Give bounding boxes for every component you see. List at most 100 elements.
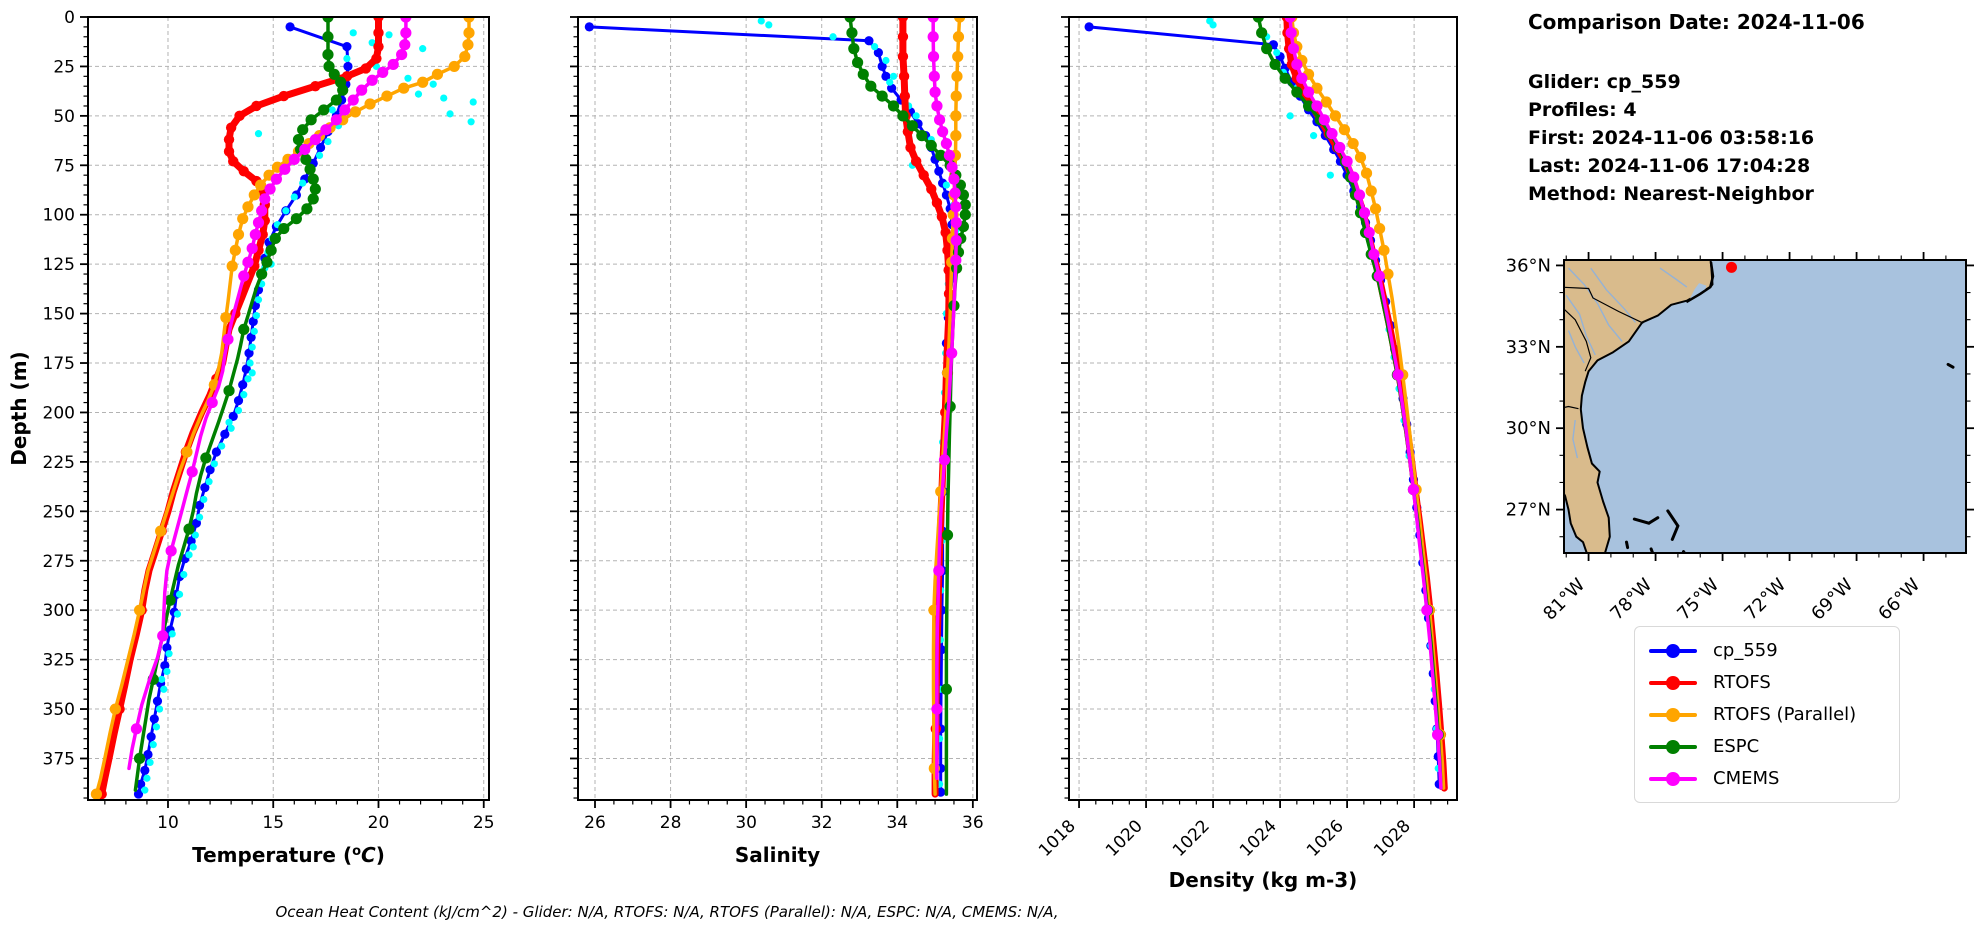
- svg-text:225: 225: [43, 453, 75, 473]
- first-profile-time: First: 2024-11-06 03:58:16: [1528, 127, 1815, 149]
- legend-label: RTOFS (Parallel): [1713, 704, 1857, 725]
- legend-label: CMEMS: [1713, 768, 1780, 789]
- svg-text:200: 200: [43, 403, 75, 423]
- map-lon-label: 78°W: [1606, 574, 1656, 624]
- svg-text:375: 375: [43, 749, 75, 769]
- info-block: Comparison Date: 2024-11-06 Glider: cp_5…: [1528, 10, 1865, 208]
- island: [1666, 509, 1680, 541]
- method: Method: Nearest-Neighbor: [1528, 183, 1814, 205]
- series-espc: [133, 17, 349, 792]
- depth-ticks: 0 25 50 75 100 125 150 175 200 225 250 275 300 325 350…: [43, 8, 88, 799]
- island: [1682, 550, 1687, 553]
- legend-label: ESPC: [1713, 736, 1760, 757]
- legend: cp_559 RTOFS RTOFS (Parallel) ESPC CMEMS: [1634, 626, 1900, 803]
- last-profile-time: Last: 2024-11-06 17:04:28: [1528, 155, 1811, 177]
- x-axis: 1018 1020 1022 1024 1026 1028: [1035, 800, 1449, 861]
- svg-text:34: 34: [886, 813, 908, 833]
- depth-axis-label: Depth (m): [7, 351, 31, 465]
- map-lat-label: 33°N: [1506, 337, 1551, 358]
- depth-ticks: [570, 16, 578, 799]
- legend-line-marker-icon: [1649, 707, 1697, 722]
- island: [1946, 362, 1955, 369]
- svg-text:1024: 1024: [1236, 816, 1281, 861]
- legend-item-cmems: CMEMS: [1635, 768, 1899, 789]
- profile-count: Profiles: 4: [1528, 99, 1637, 121]
- svg-text:30: 30: [735, 813, 757, 833]
- svg-text:25: 25: [473, 813, 495, 833]
- svg-text:175: 175: [43, 354, 75, 374]
- density-plot: 1018 1020 1022 1024 1026 1028 Density (kg m-3): [1035, 16, 1458, 892]
- legend-line-marker-icon: [1649, 739, 1697, 754]
- map-lon-label: 66°W: [1874, 574, 1924, 624]
- state-border: [1564, 286, 1644, 324]
- map-lat-label: 36°N: [1506, 255, 1551, 276]
- river: [1565, 294, 1596, 356]
- glider-position-marker: [1726, 261, 1737, 273]
- svg-text:1022: 1022: [1169, 816, 1214, 861]
- svg-text:150: 150: [43, 305, 75, 325]
- legend-line-marker-icon: [1649, 771, 1697, 786]
- depth-ticks: [1061, 16, 1069, 799]
- ocean-heat-content-note: Ocean Heat Content (kJ/cm^2) - Glider: N…: [275, 903, 1059, 921]
- series-cmems: [127, 17, 412, 771]
- legend-item-espc: ESPC: [1635, 736, 1899, 757]
- x-axis-label: Temperature (oC): [192, 843, 385, 867]
- svg-text:15: 15: [262, 813, 284, 833]
- svg-text:20: 20: [368, 813, 390, 833]
- map-lon-label: 72°W: [1740, 574, 1790, 624]
- series-cmems: [1284, 17, 1444, 790]
- svg-text:125: 125: [43, 255, 75, 275]
- svg-text:36: 36: [962, 813, 984, 833]
- legend-label: RTOFS: [1713, 672, 1771, 693]
- state-border: [1564, 308, 1592, 372]
- river: [1659, 267, 1688, 288]
- legend-item-rtofs: RTOFS: [1635, 672, 1899, 693]
- x-axis-label: Density (kg m-3): [1169, 868, 1358, 892]
- gridlines: [1069, 17, 1457, 800]
- svg-text:28: 28: [660, 813, 682, 833]
- temperature-plot: 10 15 20 2502550751001251501752002252502753…: [43, 8, 495, 867]
- legend-line-marker-icon: [1649, 675, 1697, 690]
- svg-text:1028: 1028: [1370, 816, 1415, 861]
- state-border: [1564, 405, 1579, 410]
- map-lon-label: 81°W: [1539, 574, 1589, 624]
- svg-text:75: 75: [53, 156, 75, 176]
- river: [1567, 330, 1585, 364]
- location-map: 36°N 33°N 30°N 27°N 81°W 78°W 75°W 72°W 69°W 66°W: [1506, 252, 1974, 625]
- river: [1590, 267, 1637, 323]
- map-lon-label: 75°W: [1673, 574, 1723, 624]
- svg-text:25: 25: [53, 57, 75, 77]
- svg-text:275: 275: [43, 552, 75, 572]
- series-rtofs-parallel-: [90, 17, 475, 800]
- outer-banks-coastline: [1685, 262, 1715, 304]
- svg-text:0: 0: [64, 8, 75, 28]
- island: [1625, 540, 1630, 550]
- svg-text:26: 26: [584, 813, 606, 833]
- svg-text:32: 32: [811, 813, 833, 833]
- legend-item-cp-559: cp_559: [1635, 640, 1899, 661]
- salinity-plot: 26 28 30 32 34 36 Salinity: [570, 16, 984, 867]
- map-lat-label: 30°N: [1506, 418, 1551, 439]
- island: [1632, 516, 1660, 525]
- svg-text:350: 350: [43, 700, 75, 720]
- legend-item-rtofs-parallel-: RTOFS (Parallel): [1635, 704, 1899, 725]
- map-lon-label: 69°W: [1807, 574, 1857, 624]
- svg-text:1020: 1020: [1102, 816, 1147, 861]
- svg-text:1018: 1018: [1035, 816, 1080, 861]
- svg-text:100: 100: [43, 206, 75, 226]
- svg-text:325: 325: [43, 651, 75, 671]
- river: [1572, 420, 1579, 459]
- svg-text:300: 300: [43, 601, 75, 621]
- legend-label: cp_559: [1713, 640, 1778, 661]
- svg-text:50: 50: [53, 107, 75, 127]
- svg-text:10: 10: [157, 813, 179, 833]
- legend-line-marker-icon: [1649, 643, 1697, 658]
- glider-name: Glider: cp_559: [1528, 71, 1681, 93]
- map: 36°N 33°N 30°N 27°N 81°W 78°W 75°W 72°W 69°W 66°W: [1506, 252, 1974, 625]
- x-axis-label: Salinity: [735, 843, 820, 867]
- series-cmems: [927, 17, 962, 781]
- river: [1567, 267, 1623, 342]
- map-ticks: [1556, 252, 1974, 561]
- x-axis: 10 15 20 25: [104, 800, 495, 833]
